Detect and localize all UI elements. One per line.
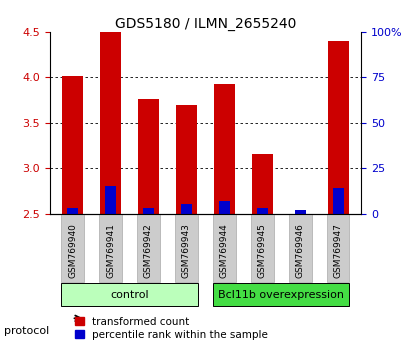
Bar <box>213 213 236 282</box>
Bar <box>62 76 83 213</box>
Text: GSM769947: GSM769947 <box>334 223 343 278</box>
Text: Bcl11b overexpression: Bcl11b overexpression <box>218 290 344 300</box>
Bar <box>67 208 78 213</box>
Bar <box>332 188 344 213</box>
Bar <box>214 84 235 213</box>
Text: GSM769946: GSM769946 <box>296 223 305 278</box>
Bar <box>219 201 230 213</box>
Bar <box>175 213 198 282</box>
Bar <box>105 186 116 213</box>
Bar <box>181 204 192 213</box>
Bar <box>252 154 273 213</box>
Bar <box>289 213 312 282</box>
Bar <box>100 32 121 213</box>
Bar <box>295 210 306 213</box>
Text: GSM769942: GSM769942 <box>144 223 153 278</box>
Text: protocol: protocol <box>4 326 49 336</box>
Bar <box>256 208 268 213</box>
Bar <box>213 284 349 306</box>
Text: GSM769941: GSM769941 <box>106 223 115 278</box>
Text: GSM769943: GSM769943 <box>182 223 191 278</box>
Bar <box>138 99 159 213</box>
Title: GDS5180 / ILMN_2655240: GDS5180 / ILMN_2655240 <box>115 17 296 31</box>
Bar <box>328 41 349 213</box>
Legend: transformed count, percentile rank within the sample: transformed count, percentile rank withi… <box>71 312 273 344</box>
Bar <box>61 284 198 306</box>
Bar <box>61 213 84 282</box>
Bar <box>143 208 154 213</box>
Bar <box>327 213 349 282</box>
Text: GSM769944: GSM769944 <box>220 223 229 278</box>
Bar <box>251 213 273 282</box>
Bar <box>137 213 160 282</box>
Bar <box>99 213 122 282</box>
Text: control: control <box>110 290 149 300</box>
Bar <box>176 104 197 213</box>
Text: GSM769945: GSM769945 <box>258 223 267 278</box>
Text: GSM769940: GSM769940 <box>68 223 77 278</box>
